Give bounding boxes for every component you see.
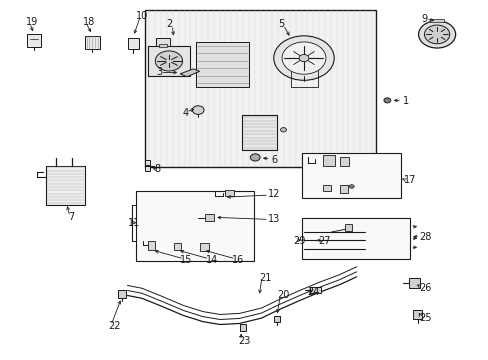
- Bar: [205, 214, 214, 221]
- Bar: [144, 166, 150, 171]
- Circle shape: [192, 106, 203, 114]
- Text: 18: 18: [82, 17, 95, 27]
- Text: 2: 2: [166, 19, 172, 29]
- Text: 8: 8: [155, 164, 161, 174]
- Text: 23: 23: [238, 336, 250, 346]
- Bar: [344, 224, 351, 231]
- Text: 3: 3: [157, 67, 163, 77]
- Bar: [148, 241, 155, 250]
- Bar: [429, 19, 444, 22]
- Bar: [239, 324, 246, 330]
- Bar: [144, 160, 150, 165]
- Bar: [310, 287, 321, 293]
- Bar: [339, 185, 347, 193]
- Text: 24: 24: [306, 287, 319, 297]
- Bar: [290, 65, 317, 87]
- Bar: [408, 278, 419, 288]
- Bar: [322, 185, 330, 192]
- Circle shape: [424, 25, 449, 44]
- Bar: [85, 36, 100, 49]
- Text: 19: 19: [26, 17, 38, 27]
- Text: 9: 9: [421, 14, 427, 24]
- Bar: [199, 243, 209, 251]
- Text: 14: 14: [205, 255, 217, 265]
- Bar: [273, 316, 279, 321]
- Text: 25: 25: [418, 313, 431, 323]
- Text: 12: 12: [267, 189, 280, 199]
- Circle shape: [280, 128, 286, 132]
- Text: 6: 6: [271, 155, 277, 165]
- Text: 10: 10: [136, 11, 148, 21]
- Bar: [148, 45, 189, 76]
- Circle shape: [250, 154, 260, 161]
- Text: 17: 17: [404, 175, 416, 185]
- Bar: [322, 155, 334, 166]
- Bar: [159, 44, 166, 47]
- Circle shape: [348, 185, 353, 188]
- Text: 27: 27: [318, 236, 330, 246]
- Bar: [302, 153, 400, 198]
- Text: 20: 20: [277, 291, 289, 301]
- Text: 26: 26: [418, 283, 430, 293]
- Circle shape: [282, 42, 325, 74]
- Text: 7: 7: [68, 212, 74, 221]
- Bar: [195, 42, 249, 87]
- Text: 5: 5: [278, 19, 285, 29]
- Text: 29: 29: [293, 236, 305, 246]
- Text: 28: 28: [418, 232, 430, 242]
- Circle shape: [155, 51, 182, 71]
- Circle shape: [383, 98, 390, 103]
- Text: 15: 15: [180, 255, 192, 265]
- Text: 13: 13: [267, 215, 280, 224]
- Bar: [242, 116, 277, 149]
- Bar: [144, 10, 375, 167]
- Text: 11: 11: [127, 218, 140, 228]
- Text: 22: 22: [108, 321, 120, 331]
- Text: 21: 21: [259, 273, 271, 283]
- Text: 1: 1: [402, 96, 408, 106]
- Bar: [128, 39, 139, 49]
- Bar: [412, 310, 422, 319]
- Bar: [224, 190, 233, 196]
- Text: 16: 16: [231, 255, 244, 265]
- Circle shape: [273, 36, 333, 80]
- Circle shape: [299, 54, 308, 62]
- Circle shape: [418, 21, 455, 48]
- Polygon shape: [180, 69, 199, 77]
- Bar: [339, 157, 348, 166]
- Bar: [173, 243, 181, 250]
- Bar: [156, 38, 170, 45]
- Bar: [118, 290, 125, 298]
- Bar: [26, 34, 41, 47]
- Text: 4: 4: [182, 108, 188, 118]
- Bar: [302, 218, 409, 259]
- Bar: [136, 191, 254, 261]
- Bar: [45, 166, 84, 205]
